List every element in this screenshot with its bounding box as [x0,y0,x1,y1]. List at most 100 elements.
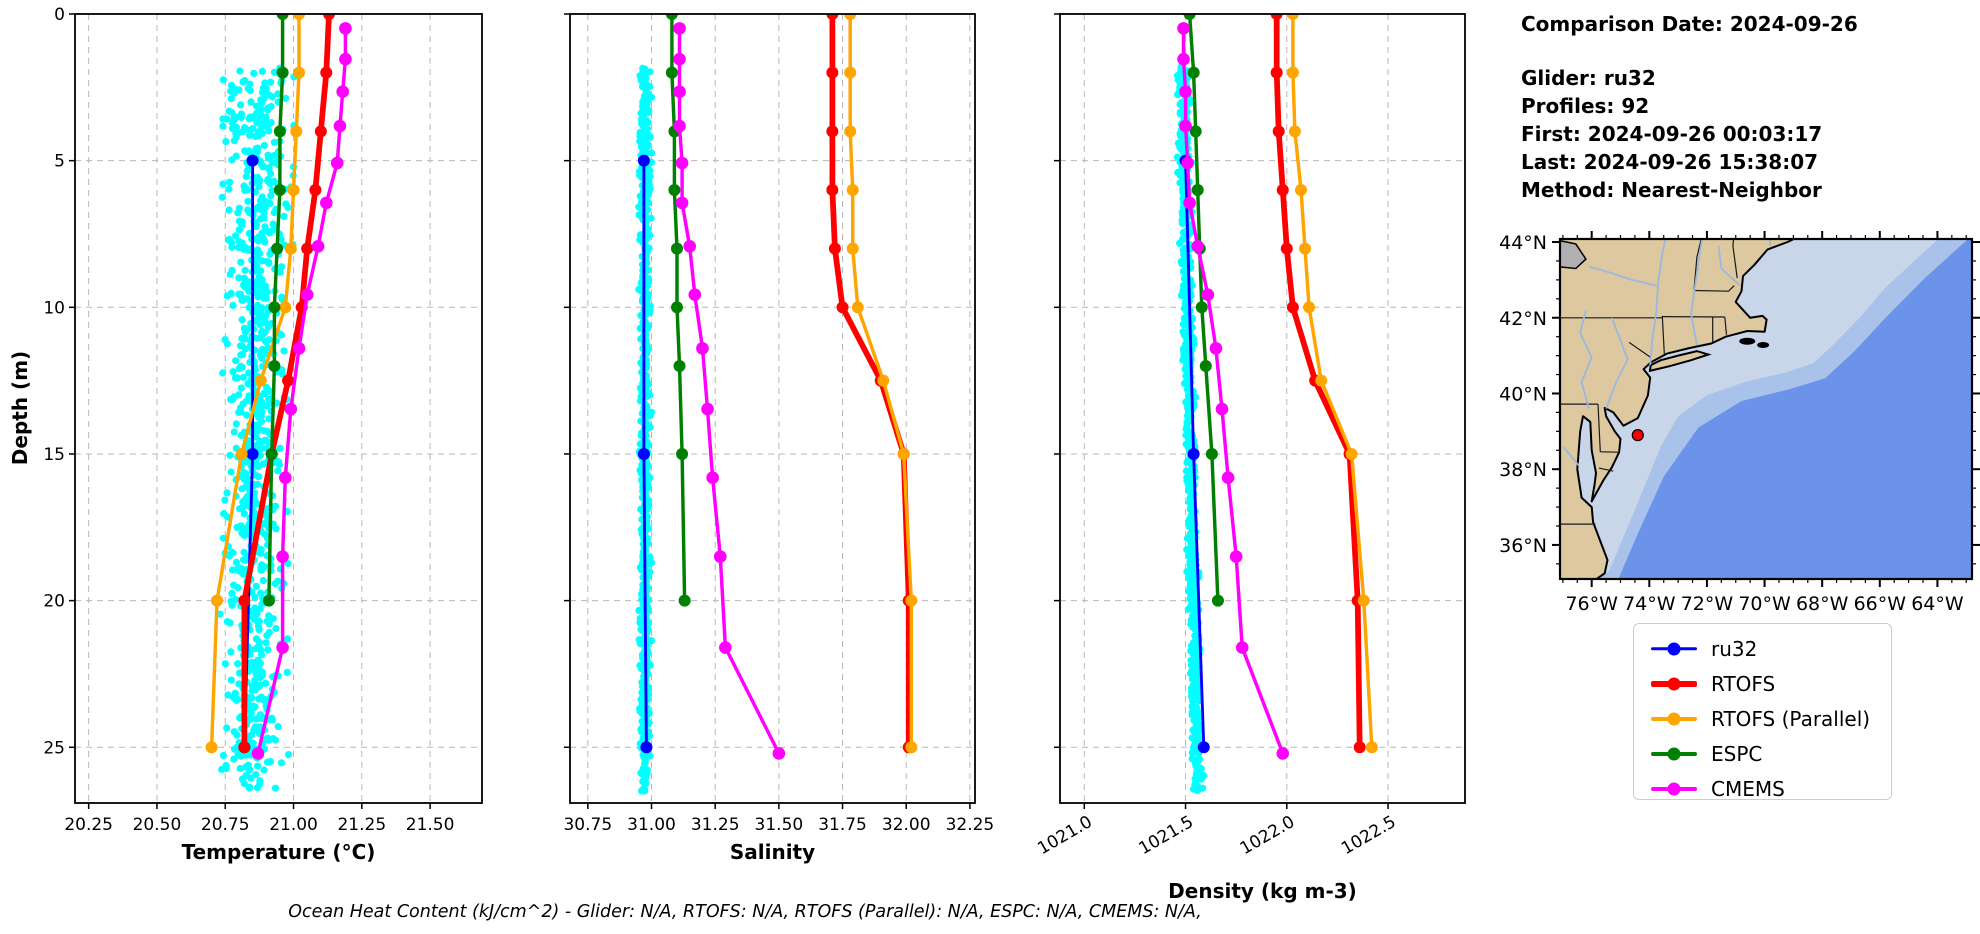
profiles-count: Profiles: 92 [1521,94,1650,118]
salinity-series-espc [665,14,691,607]
temperature-glider-scatter [216,64,298,792]
map-state-border [1724,316,1728,335]
legend-entry-cmems: CMEMS [1634,771,1891,806]
svg-text:66°W: 66°W [1854,593,1907,615]
legend-label: RTOFS (Parallel) [1711,706,1871,731]
svg-text:5: 5 [54,152,65,172]
svg-text:31.25: 31.25 [691,815,740,835]
salinity-series-rtofs-parallel- [844,14,918,754]
svg-text:15: 15 [43,445,65,465]
svg-text:21.50: 21.50 [406,815,455,835]
density-x-ticks: 1021.0 1021.5 1022.0 1022.5 [1034,803,1400,859]
svg-text:10: 10 [43,298,65,318]
svg-text:38°N: 38°N [1499,459,1547,481]
legend-label: ESPC [1711,741,1763,766]
espc-line-icon [1651,747,1697,761]
density-glider-scatter [1173,63,1208,795]
map-river [1798,204,1799,229]
svg-text:44°N: 44°N [1499,232,1547,254]
map-state-border [1693,239,1702,291]
ocean-heat-content-note: Ocean Heat Content (kJ/cm^2) - Glider: N… [288,902,1202,922]
salinity-grid [570,13,975,803]
temperature-axis-label: Temperature (°C) [182,840,376,864]
map-river [1562,445,1580,466]
svg-text:31.50: 31.50 [755,815,804,835]
map-state-border [1597,404,1601,452]
depth-axis-label: Depth (m) [8,351,32,465]
salinity-y-ticks [564,13,570,749]
density-y-ticks [1054,13,1060,749]
salinity-axis-label: Salinity [730,840,815,864]
legend: ru32 RTOFS RTOFS (Parallel) ESPC CMEMS [1633,623,1892,801]
svg-text:42°N: 42°N [1499,308,1547,330]
cmems-line-icon [1651,782,1697,796]
last-profile-time: Last: 2024-09-26 15:38:07 [1521,150,1819,174]
temperature-series-cmems [251,22,352,760]
map-island [1739,337,1756,345]
salinity-plot: 30.75 31.00 31.25 31.50 31.75 32.00 32.25 Salin… [563,13,994,864]
svg-text:20: 20 [43,592,65,612]
svg-text:1022.0: 1022.0 [1237,812,1299,859]
map-lake [1560,239,1587,270]
density-series-rtofs-parallel- [1286,14,1378,754]
svg-text:0: 0 [54,5,65,25]
svg-text:76°W: 76°W [1565,593,1618,615]
map-glider-marker [1631,429,1644,442]
info-panel: Comparison Date: 2024-09-26 Glider: ru32… [1521,10,1858,204]
map-state-border [1661,315,1665,354]
svg-text:1022.5: 1022.5 [1338,812,1400,859]
map-state-border [1628,341,1652,358]
svg-text:32.25: 32.25 [946,815,995,835]
glider-name: Glider: ru32 [1521,66,1656,90]
map-river [1768,239,1772,246]
temperature-series-espc [262,14,289,607]
comparison-date: Comparison Date: 2024-09-26 [1521,12,1858,36]
temperature-plot: 20.25 20.50 20.75 21.00 21.25 21.50 0 5 10 15 20 25… [43,5,483,864]
map-river [1649,239,1667,366]
svg-text:40°N: 40°N [1499,383,1547,405]
svg-text:25: 25 [43,738,65,758]
map-tick-labels: 44°N 42°N 40°N 38°N 36°N 76°W 74°W 72°W 70°W 68°W… [1499,232,1964,615]
density-series-cmems [1177,22,1290,760]
map-river [1690,239,1704,346]
svg-text:74°W: 74°W [1623,593,1676,615]
salinity-series-cmems [673,22,786,760]
svg-text:31.00: 31.00 [627,815,676,835]
legend-entry-espc: ESPC [1634,736,1891,771]
svg-text:70°W: 70°W [1738,593,1791,615]
map-land [1560,239,1797,579]
method: Method: Nearest-Neighbor [1521,178,1822,202]
svg-text:30.75: 30.75 [563,815,612,835]
first-profile-time: First: 2024-09-26 00:03:17 [1521,122,1823,146]
temperature-y-ticks: 0 5 10 15 20 25 [43,5,75,758]
map-island [1757,342,1770,349]
svg-text:21.00: 21.00 [269,815,318,835]
legend-label: CMEMS [1711,776,1785,801]
svg-text:31.75: 31.75 [818,815,867,835]
map-river [1588,265,1657,287]
salinity-series-ru32 [637,154,653,754]
map-state-border [1693,285,1735,292]
svg-text:36°N: 36°N [1499,535,1547,557]
map-ticks [1552,231,1980,587]
svg-text:72°W: 72°W [1681,593,1734,615]
map-state-border [1732,239,1738,279]
svg-text:64°W: 64°W [1911,593,1964,615]
legend-label: RTOFS [1711,671,1776,696]
legend-entry-ru32: ru32 [1634,631,1891,666]
legend-label: ru32 [1711,636,1758,661]
salinity-x-ticks: 30.75 31.00 31.25 31.50 31.75 32.00 32.25 [563,803,994,835]
map-long-island [1648,350,1712,373]
svg-text:20.25: 20.25 [64,815,113,835]
rtofs-parallel-line-icon [1651,712,1697,726]
map-river [1717,245,1741,287]
svg-text:21.25: 21.25 [337,815,386,835]
svg-text:20.75: 20.75 [201,815,250,835]
rtofs-line-icon [1651,677,1697,691]
density-plot: 1021.0 1021.5 1022.0 1022.5 Density (kg m-3) [1034,13,1466,903]
svg-text:1021.5: 1021.5 [1136,812,1198,859]
map-panel: 44°N 42°N 40°N 38°N 36°N 76°W 74°W 72°W 70°W 68°W… [1499,204,1980,615]
ru32-line-icon [1651,642,1697,656]
